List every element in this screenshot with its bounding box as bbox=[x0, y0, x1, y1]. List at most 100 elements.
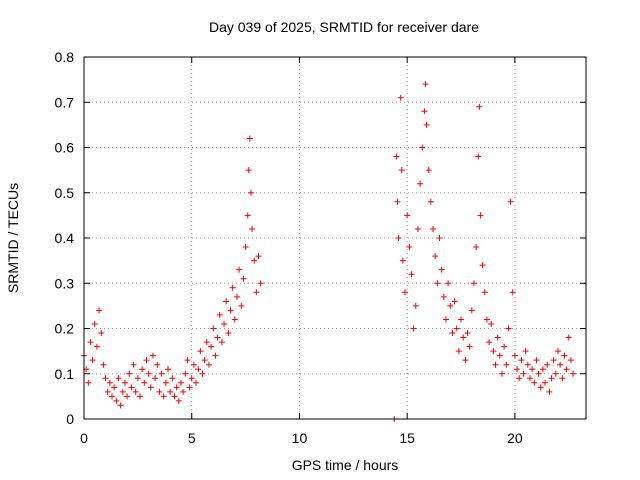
data-point bbox=[453, 325, 460, 332]
data-point bbox=[156, 388, 163, 395]
data-point bbox=[173, 384, 180, 391]
data-point bbox=[479, 262, 486, 269]
data-point bbox=[100, 361, 107, 368]
data-point bbox=[442, 316, 449, 323]
data-point bbox=[249, 225, 256, 232]
data-point bbox=[177, 379, 184, 386]
data-point bbox=[190, 361, 197, 368]
axis-ticks bbox=[83, 56, 586, 420]
data-point bbox=[477, 212, 484, 219]
data-point bbox=[208, 343, 215, 350]
data-point bbox=[451, 298, 458, 305]
data-point bbox=[417, 180, 424, 187]
data-point bbox=[537, 384, 544, 391]
data-point bbox=[520, 370, 527, 377]
data-point bbox=[509, 289, 516, 296]
data-point bbox=[255, 253, 262, 260]
data-point bbox=[544, 361, 551, 368]
data-point bbox=[434, 280, 441, 287]
data-point bbox=[145, 370, 152, 377]
data-point bbox=[188, 375, 195, 382]
data-point bbox=[486, 339, 493, 346]
y-axis-label: SRMTID / TECUs bbox=[5, 183, 21, 293]
y-tick-label: 0.7 bbox=[55, 94, 75, 110]
data-point bbox=[394, 198, 401, 205]
data-point bbox=[501, 343, 508, 350]
data-point bbox=[102, 375, 109, 382]
data-point bbox=[124, 393, 131, 400]
data-points bbox=[81, 81, 577, 422]
data-point bbox=[535, 370, 542, 377]
data-point bbox=[514, 366, 521, 373]
data-point bbox=[447, 302, 454, 309]
data-point bbox=[186, 384, 193, 391]
y-tick-label: 0.5 bbox=[55, 185, 75, 201]
y-tick-label: 0.2 bbox=[55, 321, 75, 337]
data-point bbox=[109, 393, 116, 400]
data-point bbox=[516, 375, 523, 382]
data-point bbox=[476, 103, 483, 110]
data-point bbox=[182, 370, 189, 377]
data-point bbox=[169, 375, 176, 382]
x-tick-label: 20 bbox=[507, 430, 523, 446]
data-point bbox=[203, 339, 210, 346]
data-point bbox=[550, 357, 557, 364]
data-point bbox=[462, 357, 469, 364]
data-point bbox=[253, 289, 260, 296]
data-point bbox=[85, 379, 92, 386]
data-point bbox=[398, 167, 405, 174]
data-point bbox=[470, 280, 477, 287]
data-point bbox=[137, 393, 144, 400]
data-point bbox=[240, 275, 247, 282]
data-point bbox=[430, 225, 437, 232]
data-point bbox=[111, 384, 118, 391]
x-axis-label: GPS time / hours bbox=[292, 457, 399, 473]
data-point bbox=[106, 379, 113, 386]
data-point bbox=[126, 370, 133, 377]
data-point bbox=[89, 357, 96, 364]
data-point bbox=[422, 81, 429, 88]
chart-title: Day 039 of 2025, SRMTID for receiver dar… bbox=[209, 19, 479, 35]
data-point bbox=[229, 284, 236, 291]
data-point bbox=[466, 343, 473, 350]
data-point bbox=[130, 361, 137, 368]
data-point bbox=[432, 253, 439, 260]
data-point bbox=[533, 357, 540, 364]
data-point bbox=[425, 167, 432, 174]
data-point bbox=[404, 212, 411, 219]
data-point bbox=[393, 153, 400, 160]
data-point bbox=[162, 379, 169, 386]
data-point bbox=[406, 244, 413, 251]
y-tick-label: 0.3 bbox=[55, 275, 75, 291]
data-point bbox=[221, 320, 228, 327]
data-point bbox=[481, 289, 488, 296]
data-point bbox=[121, 379, 128, 386]
data-point bbox=[96, 307, 103, 314]
x-tick-label: 10 bbox=[292, 430, 308, 446]
data-point bbox=[468, 307, 475, 314]
data-point bbox=[160, 393, 167, 400]
data-point bbox=[496, 352, 503, 359]
data-point bbox=[223, 298, 230, 305]
data-point bbox=[225, 330, 232, 337]
x-tick-label: 5 bbox=[188, 430, 196, 446]
data-point bbox=[423, 121, 430, 128]
data-point bbox=[494, 334, 501, 341]
data-point bbox=[242, 244, 249, 251]
data-point bbox=[244, 212, 251, 219]
data-point bbox=[412, 302, 419, 309]
data-point bbox=[119, 388, 126, 395]
data-point bbox=[128, 384, 135, 391]
data-point bbox=[475, 153, 482, 160]
data-point bbox=[427, 198, 434, 205]
data-point bbox=[397, 94, 404, 101]
data-point bbox=[201, 357, 208, 364]
data-point bbox=[399, 257, 406, 264]
data-point bbox=[483, 316, 490, 323]
data-point bbox=[246, 135, 253, 142]
data-point bbox=[419, 144, 426, 151]
data-point bbox=[414, 225, 421, 232]
data-point bbox=[227, 307, 234, 314]
y-tick-label: 0.1 bbox=[55, 366, 75, 382]
data-point bbox=[473, 244, 480, 251]
